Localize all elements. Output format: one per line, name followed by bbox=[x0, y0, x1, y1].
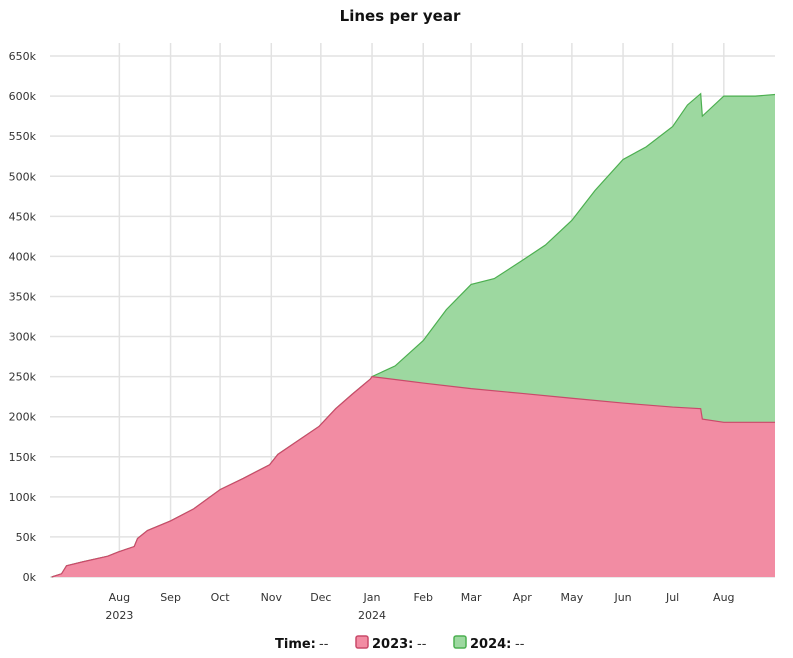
legend-swatch-2023 bbox=[355, 635, 369, 649]
x-tick-label: Jun bbox=[613, 591, 631, 604]
legend-time-value: -- bbox=[319, 637, 329, 652]
x-tick-label: May bbox=[560, 591, 583, 604]
y-tick-label: 450k bbox=[9, 210, 37, 223]
legend-label-2024: 2024: bbox=[470, 637, 511, 652]
x-tick-label: Feb bbox=[413, 591, 432, 604]
legend: Time: -- 2023: -- 2024: -- bbox=[275, 635, 525, 652]
x-tick-year-label: 2023 bbox=[105, 609, 133, 622]
y-axis-labels: 0k 50k 100k 150k 200k 250k 300k 350k 400k 450k 500… bbox=[9, 50, 37, 584]
area-2024 bbox=[51, 93, 775, 577]
y-tick-label: 200k bbox=[9, 411, 37, 424]
line-2023 bbox=[51, 375, 775, 578]
x-tick-label: Nov bbox=[261, 591, 283, 604]
x-tick-year-label: 2024 bbox=[358, 609, 386, 622]
x-tick-label: Oct bbox=[211, 591, 231, 604]
plot-areas bbox=[51, 92, 776, 578]
y-tick-label: 50k bbox=[16, 531, 37, 544]
x-tick-label: Mar bbox=[461, 591, 482, 604]
area-2023 bbox=[51, 376, 775, 577]
x-tick-label: Jul bbox=[665, 591, 679, 604]
x-tick-label: Dec bbox=[310, 591, 331, 604]
y-tick-label: 550k bbox=[9, 130, 37, 143]
y-tick-label: 0k bbox=[23, 571, 37, 584]
y-tick-label: 350k bbox=[9, 290, 37, 303]
y-tick-label: 100k bbox=[9, 491, 37, 504]
x-axis-labels: Aug 2023 Sep Oct Nov Dec Jan 2024 Feb Mar Apr May Ju… bbox=[105, 591, 734, 622]
legend-value-2024: -- bbox=[515, 637, 525, 652]
legend-time-label: Time: bbox=[275, 637, 316, 652]
x-tick-label: Jan bbox=[363, 591, 381, 604]
y-tick-label: 300k bbox=[9, 331, 37, 344]
legend-label-2023: 2023: bbox=[372, 637, 413, 652]
legend-value-2023: -- bbox=[417, 637, 427, 652]
y-tick-label: 150k bbox=[9, 451, 37, 464]
x-tick-label: Aug bbox=[713, 591, 734, 604]
y-tick-label: 250k bbox=[9, 371, 37, 384]
x-tick-label: Apr bbox=[513, 591, 533, 604]
chart-title: Lines per year bbox=[340, 7, 461, 25]
x-tick-label: Aug bbox=[109, 591, 130, 604]
x-tick-label: Sep bbox=[160, 591, 181, 604]
y-tick-label: 650k bbox=[9, 50, 37, 63]
y-tick-label: 400k bbox=[9, 250, 37, 263]
legend-swatch-2024 bbox=[453, 635, 467, 649]
y-tick-label: 500k bbox=[9, 170, 37, 183]
y-tick-label: 600k bbox=[9, 90, 37, 103]
